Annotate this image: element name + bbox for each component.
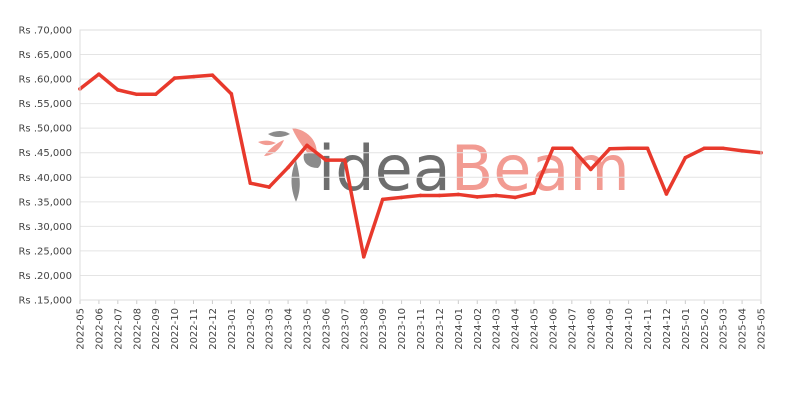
data-point	[513, 195, 517, 200]
x-axis: 2022-05 2022-06 2022-07 2022-08 2022-09 2022-…	[76, 308, 768, 350]
data-point	[229, 92, 234, 96]
watermark-text-beam: Beam	[451, 132, 630, 205]
y-tick-label: Rs .50,000	[18, 124, 72, 135]
data-point	[437, 193, 442, 198]
watermark-logo-icon	[258, 128, 322, 202]
data-point	[399, 195, 404, 200]
data-point	[683, 155, 688, 160]
x-tick-label: 2025-01	[681, 308, 692, 350]
data-point	[532, 191, 536, 195]
y-tick-label: Rs .35,000	[18, 197, 72, 208]
data-point	[645, 146, 650, 151]
data-point	[664, 192, 669, 196]
data-point	[721, 146, 725, 151]
x-tick-label: 2023-07	[340, 308, 351, 350]
watermark-text-idea: idea	[318, 132, 451, 205]
series-layer	[78, 72, 763, 259]
x-tick-label: 2024-07	[567, 308, 578, 350]
x-tick-label: 2023-11	[416, 308, 427, 350]
x-tick-label: 2023-03	[265, 308, 276, 350]
y-tick-label: Rs .65,000	[18, 50, 72, 61]
x-tick-label: 2024-12	[662, 308, 673, 350]
y-tick-label: Rs .25,000	[18, 246, 72, 257]
x-tick-label: 2024-11	[643, 308, 654, 350]
x-tick-label: 2023-04	[284, 308, 295, 350]
data-point	[286, 165, 290, 170]
data-point	[172, 76, 177, 80]
svg-text:ideaBeam: ideaBeam	[318, 132, 630, 205]
x-tick-label: 2024-05	[530, 308, 541, 350]
x-tick-label: 2024-06	[548, 308, 559, 350]
data-point	[134, 92, 139, 97]
x-tick-label: 2022-08	[132, 308, 143, 350]
x-tick-label: 2024-02	[473, 308, 484, 350]
data-point	[343, 158, 347, 162]
data-point	[305, 143, 309, 148]
x-tick-label: 2023-01	[227, 308, 238, 350]
data-point	[248, 181, 253, 185]
x-tick-label: 2022-09	[151, 308, 162, 350]
x-tick-label: 2024-01	[454, 308, 465, 350]
x-tick-label: 2023-02	[246, 308, 257, 350]
data-point	[97, 72, 101, 76]
data-point	[361, 254, 366, 259]
data-point	[380, 197, 385, 202]
data-point	[116, 88, 120, 92]
x-tick-label: 2022-06	[94, 308, 105, 350]
data-point	[191, 74, 196, 79]
x-tick-label: 2025-05	[757, 308, 768, 350]
data-point	[324, 158, 328, 162]
y-tick-label: Rs .15,000	[18, 296, 72, 307]
plot-frame	[79, 29, 762, 301]
data-point	[475, 195, 480, 199]
x-tick-label: 2024-09	[605, 308, 616, 350]
x-tick-label: 2024-10	[624, 308, 635, 350]
data-point	[588, 167, 593, 172]
y-tick-label: Rs .70,000	[18, 26, 72, 37]
data-point	[456, 192, 461, 197]
x-tick-label: 2023-08	[359, 308, 370, 350]
x-tick-label: 2025-04	[738, 308, 749, 350]
data-point	[267, 185, 271, 189]
x-tick-label: 2025-03	[719, 308, 730, 350]
x-tick-label: 2025-02	[700, 308, 711, 350]
x-tick-label: 2022-10	[170, 308, 181, 350]
x-tick-label: 2023-05	[303, 308, 314, 350]
x-tick-label: 2022-07	[113, 308, 124, 350]
y-tick-label: Rs .40,000	[18, 173, 72, 184]
x-tick-label: 2024-08	[586, 308, 597, 350]
data-point	[626, 146, 631, 151]
x-tick-label: 2022-12	[208, 308, 219, 350]
data-point	[418, 193, 423, 198]
y-tick-label: Rs .30,000	[18, 222, 72, 233]
x-tick-label: 2024-03	[492, 308, 503, 350]
data-point	[494, 193, 498, 198]
data-point	[702, 146, 707, 151]
y-axis: Rs .15,000 Rs .20,000 Rs .25,000 Rs .30,000…	[18, 26, 72, 307]
y-tick-label: Rs .60,000	[18, 75, 72, 86]
x-tick-label: 2022-05	[76, 308, 87, 350]
data-point	[740, 148, 744, 153]
ideabeam-watermark: ideaBeam	[258, 128, 630, 205]
x-tick-label: 2023-09	[378, 308, 389, 350]
y-tick-label: Rs .55,000	[18, 99, 72, 110]
x-tick-label: 2022-11	[189, 308, 200, 350]
data-point	[551, 146, 555, 151]
data-point	[607, 147, 612, 151]
data-point	[210, 73, 215, 77]
data-point	[153, 92, 158, 97]
y-tick-label: Rs .45,000	[18, 148, 72, 159]
x-tick-label: 2023-10	[397, 308, 408, 350]
x-tick-label: 2023-06	[321, 308, 332, 350]
y-tick-label: Rs .20,000	[18, 271, 72, 282]
x-tick-label: 2023-12	[435, 308, 446, 350]
data-point	[570, 146, 574, 151]
x-tick-label: 2024-04	[511, 308, 522, 350]
